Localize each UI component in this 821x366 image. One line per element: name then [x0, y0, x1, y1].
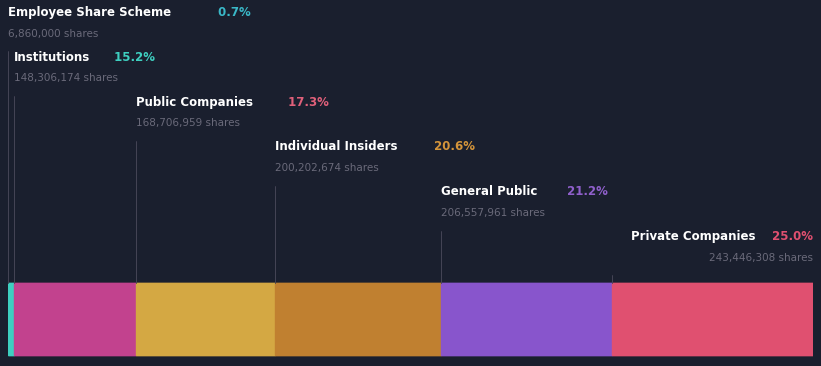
Bar	[612, 283, 813, 355]
Text: 206,557,961 shares: 206,557,961 shares	[441, 208, 545, 218]
Text: 168,706,959 shares: 168,706,959 shares	[136, 118, 240, 128]
Text: 25.0%: 25.0%	[768, 230, 813, 243]
Bar	[275, 283, 441, 355]
Bar	[612, 283, 813, 355]
Text: 20.6%: 20.6%	[430, 141, 475, 153]
Text: 200,202,674 shares: 200,202,674 shares	[275, 163, 379, 173]
Text: Private Companies: Private Companies	[631, 230, 756, 243]
Bar	[14, 283, 136, 355]
Text: 243,446,308 shares: 243,446,308 shares	[709, 253, 813, 263]
Text: 17.3%: 17.3%	[284, 96, 329, 109]
Bar	[8, 283, 14, 355]
Bar	[136, 283, 275, 355]
Bar	[14, 283, 136, 355]
Text: Individual Insiders: Individual Insiders	[275, 141, 398, 153]
Text: 15.2%: 15.2%	[110, 51, 155, 64]
Text: Public Companies: Public Companies	[136, 96, 253, 109]
Text: 21.2%: 21.2%	[563, 185, 608, 198]
Text: 148,306,174 shares: 148,306,174 shares	[14, 74, 118, 83]
Bar	[441, 283, 612, 355]
Text: 0.7%: 0.7%	[214, 6, 251, 19]
Text: Employee Share Scheme: Employee Share Scheme	[8, 6, 172, 19]
Bar	[8, 283, 14, 355]
Text: Institutions: Institutions	[14, 51, 90, 64]
Bar	[275, 283, 441, 355]
Text: 6,860,000 shares: 6,860,000 shares	[8, 29, 99, 39]
Bar	[136, 283, 275, 355]
Bar	[441, 283, 612, 355]
Text: General Public: General Public	[441, 185, 538, 198]
